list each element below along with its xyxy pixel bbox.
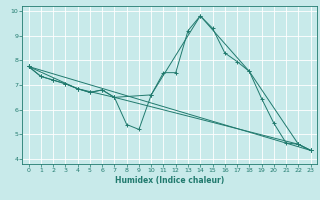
X-axis label: Humidex (Indice chaleur): Humidex (Indice chaleur) xyxy=(115,176,224,185)
